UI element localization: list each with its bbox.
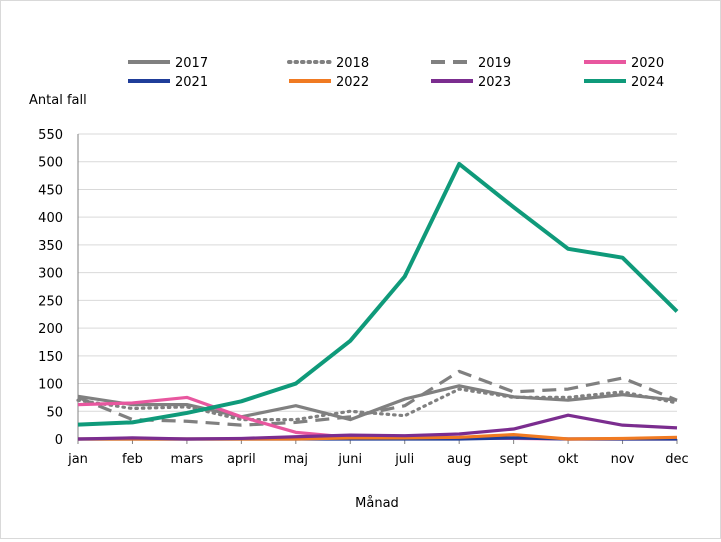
x-tick-label: dec: [665, 452, 688, 467]
x-tick-label: okt: [558, 452, 579, 467]
y-tick-label: 300: [38, 267, 63, 282]
x-tick-label: juni: [337, 452, 362, 467]
series-line-2023: [77, 413, 678, 441]
legend-label-2019: 2019: [478, 56, 511, 71]
y-tick-label: 150: [38, 350, 63, 365]
series-line-2019: [77, 369, 678, 427]
x-tick-label: maj: [284, 452, 308, 467]
series-line-2024: [77, 161, 679, 427]
legend-label-2022: 2022: [336, 75, 369, 90]
x-tick-label: juli: [394, 452, 414, 467]
y-tick-label: 200: [38, 322, 63, 337]
x-tick-label: aug: [447, 452, 471, 467]
legend-label-2024: 2024: [631, 75, 664, 90]
y-tick-label: 100: [38, 378, 63, 393]
x-tick-label: mars: [171, 452, 204, 467]
legend-label-2017: 2017: [175, 56, 208, 71]
y-axis-label: Antal fall: [29, 93, 87, 108]
y-tick-label: 50: [46, 405, 63, 420]
x-tick-label: april: [227, 452, 256, 467]
series-line-2018: [76, 387, 679, 422]
legend-label-2021: 2021: [175, 75, 208, 90]
y-tick-label: 400: [38, 211, 63, 226]
y-tick-label: 550: [38, 128, 63, 143]
y-tick-label: 350: [38, 239, 63, 254]
y-tick-label: 0: [55, 433, 63, 448]
legend-label-2020: 2020: [631, 56, 664, 71]
legend-label-2018: 2018: [336, 56, 369, 71]
x-tick-label: sept: [500, 452, 528, 467]
y-tick-label: 250: [38, 294, 63, 309]
x-tick-label: feb: [122, 452, 143, 467]
legend-label-2023: 2023: [478, 75, 511, 90]
x-tick-label: jan: [67, 452, 88, 467]
y-tick-label: 500: [38, 156, 63, 171]
x-tick-label: nov: [611, 452, 635, 467]
x-axis-label: Månad: [355, 496, 399, 511]
y-tick-label: 450: [38, 183, 63, 198]
series-line-2017: [77, 384, 678, 422]
